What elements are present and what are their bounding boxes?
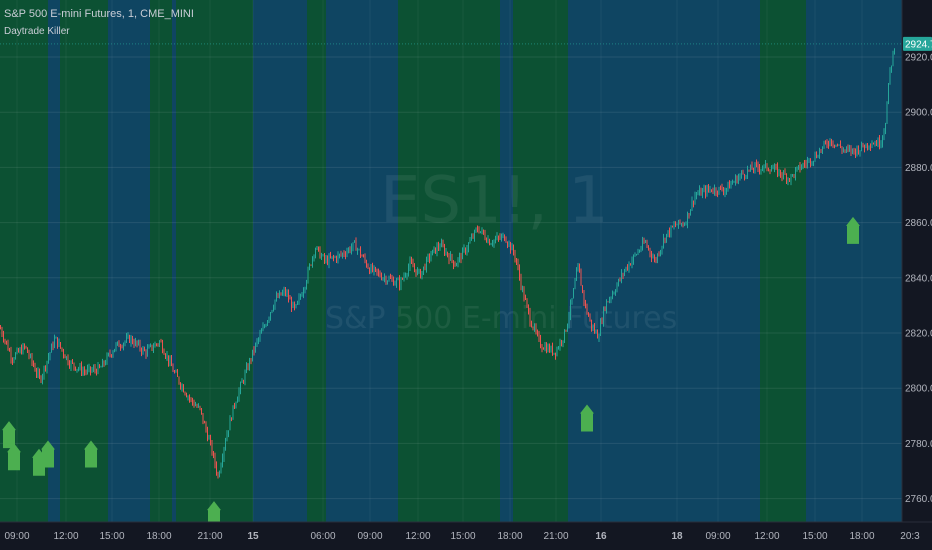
buy-arrow-0 bbox=[2, 421, 16, 449]
price-tick-8: 2920.00 bbox=[905, 53, 932, 64]
time-tick-16: 15:00 bbox=[802, 531, 827, 542]
time-tick-5: 15 bbox=[247, 531, 259, 542]
time-tick-2: 15:00 bbox=[99, 531, 124, 542]
time-tick-4: 21:00 bbox=[197, 531, 222, 542]
last-price-label: 2924.75 bbox=[903, 36, 932, 51]
background-band-green-7 bbox=[760, 0, 806, 522]
time-tick-15: 12:00 bbox=[754, 531, 779, 542]
candlesticks bbox=[0, 48, 895, 479]
price-tick-7: 2900.00 bbox=[905, 108, 932, 119]
watermark-ticker: ES1!, 1 bbox=[380, 164, 609, 238]
indicator-name[interactable]: Daytrade Killer bbox=[4, 26, 70, 37]
price-tick-2: 2800.00 bbox=[905, 384, 932, 395]
time-tick-18: 20:3 bbox=[900, 531, 920, 542]
time-tick-0: 09:00 bbox=[4, 531, 29, 542]
price-tick-4: 2840.00 bbox=[905, 273, 932, 284]
background-band-green-6 bbox=[513, 0, 568, 522]
background-band-green-4 bbox=[307, 0, 326, 522]
price-tick-1: 2780.00 bbox=[905, 439, 932, 450]
time-tick-9: 15:00 bbox=[450, 531, 475, 542]
time-tick-11: 21:00 bbox=[543, 531, 568, 542]
price-axis-ticks: 2760.00 2780.00 2800.00 2820.00 2840.00 2860.… bbox=[905, 53, 932, 506]
buy-arrow-4 bbox=[84, 440, 98, 468]
time-tick-6: 06:00 bbox=[310, 531, 335, 542]
buy-arrow-3 bbox=[41, 440, 55, 468]
time-axis-ticks: 09:00 12:00 15:00 18:00 21:00 15 06:00 09:00 12:… bbox=[4, 531, 920, 542]
background-band-green-2 bbox=[150, 0, 172, 522]
background-band-green-3 bbox=[176, 0, 253, 522]
indicator-background bbox=[0, 0, 902, 522]
buy-signal-arrows bbox=[2, 216, 860, 529]
time-tick-12: 16 bbox=[595, 531, 607, 542]
background-band-green-1 bbox=[60, 0, 108, 522]
price-axis[interactable] bbox=[902, 0, 932, 522]
buy-arrow-6 bbox=[580, 404, 594, 432]
symbol-title[interactable]: S&P 500 E-mini Futures, 1, CME_MINI bbox=[4, 8, 194, 20]
time-tick-13: 18 bbox=[671, 531, 683, 542]
buy-arrow-7 bbox=[846, 216, 860, 244]
buy-arrow-1 bbox=[7, 443, 21, 471]
time-axis[interactable] bbox=[0, 522, 932, 550]
watermark-description: S&P 500 E-mini Futures bbox=[325, 301, 677, 336]
time-tick-3: 18:00 bbox=[146, 531, 171, 542]
price-tick-0: 2760.00 bbox=[905, 494, 932, 505]
time-tick-14: 09:00 bbox=[705, 531, 730, 542]
time-tick-17: 18:00 bbox=[849, 531, 874, 542]
last-price-label-text: 2924.75 bbox=[905, 39, 932, 50]
time-tick-10: 18:00 bbox=[497, 531, 522, 542]
time-tick-8: 12:00 bbox=[405, 531, 430, 542]
price-tick-6: 2880.00 bbox=[905, 163, 932, 174]
buy-arrow-5 bbox=[207, 501, 221, 529]
price-tick-5: 2860.00 bbox=[905, 218, 932, 229]
time-tick-7: 09:00 bbox=[357, 531, 382, 542]
price-tick-3: 2820.00 bbox=[905, 329, 932, 340]
grid-lines bbox=[0, 0, 902, 522]
time-tick-1: 12:00 bbox=[53, 531, 78, 542]
last-price-label-bg bbox=[903, 36, 932, 51]
